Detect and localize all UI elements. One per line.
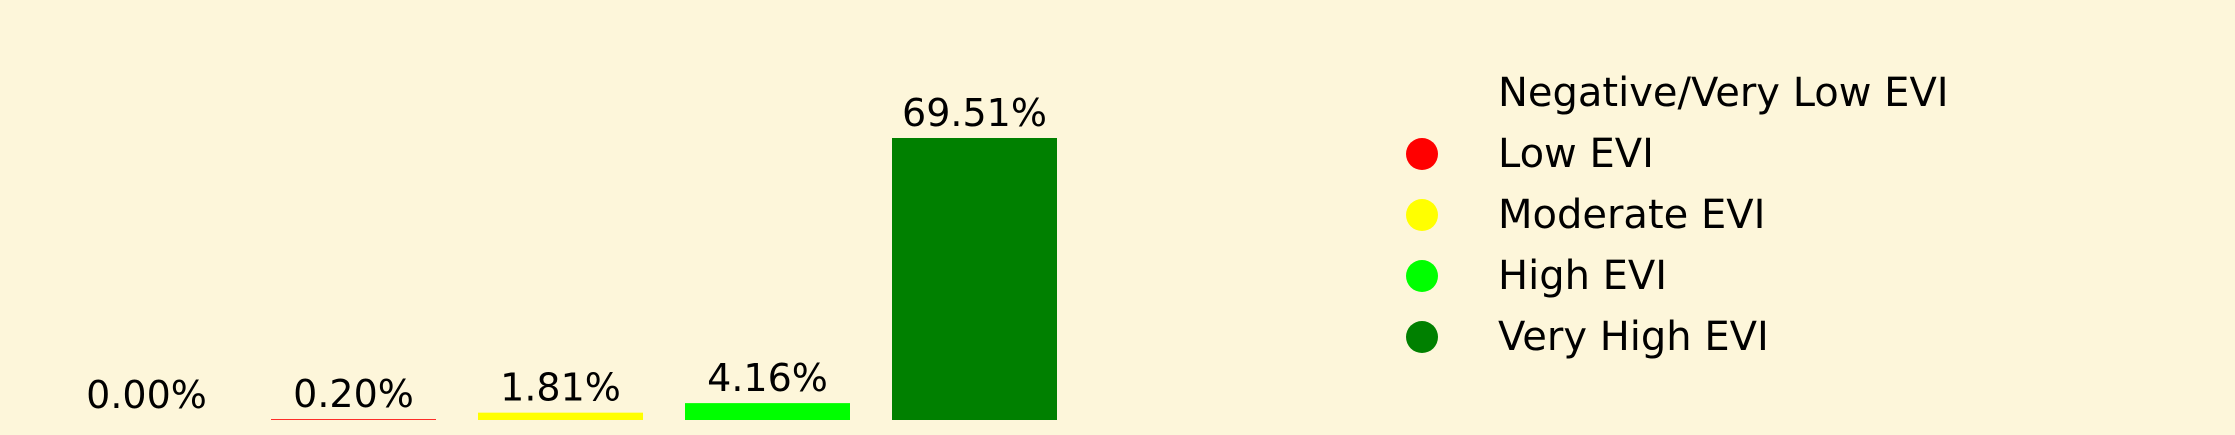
- legend-marker-1: [1406, 138, 1438, 170]
- bar-value-label-3: 4.16%: [707, 356, 828, 400]
- legend-marker-2: [1406, 199, 1438, 231]
- bar-3: [685, 403, 850, 420]
- legend-label-1: Low EVI: [1498, 131, 1654, 177]
- bar-4: [892, 138, 1057, 420]
- legend-marker-4: [1406, 321, 1438, 353]
- legend-label-0: Negative/Very Low EVI: [1498, 70, 1949, 116]
- legend-label-4: Very High EVI: [1498, 314, 1769, 360]
- bar-value-label-0: 0.00%: [86, 373, 207, 417]
- bar-value-label-1: 0.20%: [293, 372, 414, 416]
- legend: Negative/Very Low EVI Low EVI Moderate EVI…: [1406, 70, 1949, 360]
- bar-1: [271, 419, 436, 420]
- bar-2: [478, 412, 643, 420]
- data-labels-group: 0.00% 0.20% 1.81% 4.16% 69.51%: [86, 91, 1047, 417]
- bar-value-label-2: 1.81%: [500, 366, 621, 410]
- legend-marker-3: [1406, 260, 1438, 292]
- bars-group: [271, 138, 1057, 420]
- legend-label-3: High EVI: [1498, 253, 1667, 299]
- legend-marker-0: [1406, 77, 1438, 109]
- legend-label-2: Moderate EVI: [1498, 192, 1765, 238]
- bar-value-label-4: 69.51%: [902, 91, 1047, 135]
